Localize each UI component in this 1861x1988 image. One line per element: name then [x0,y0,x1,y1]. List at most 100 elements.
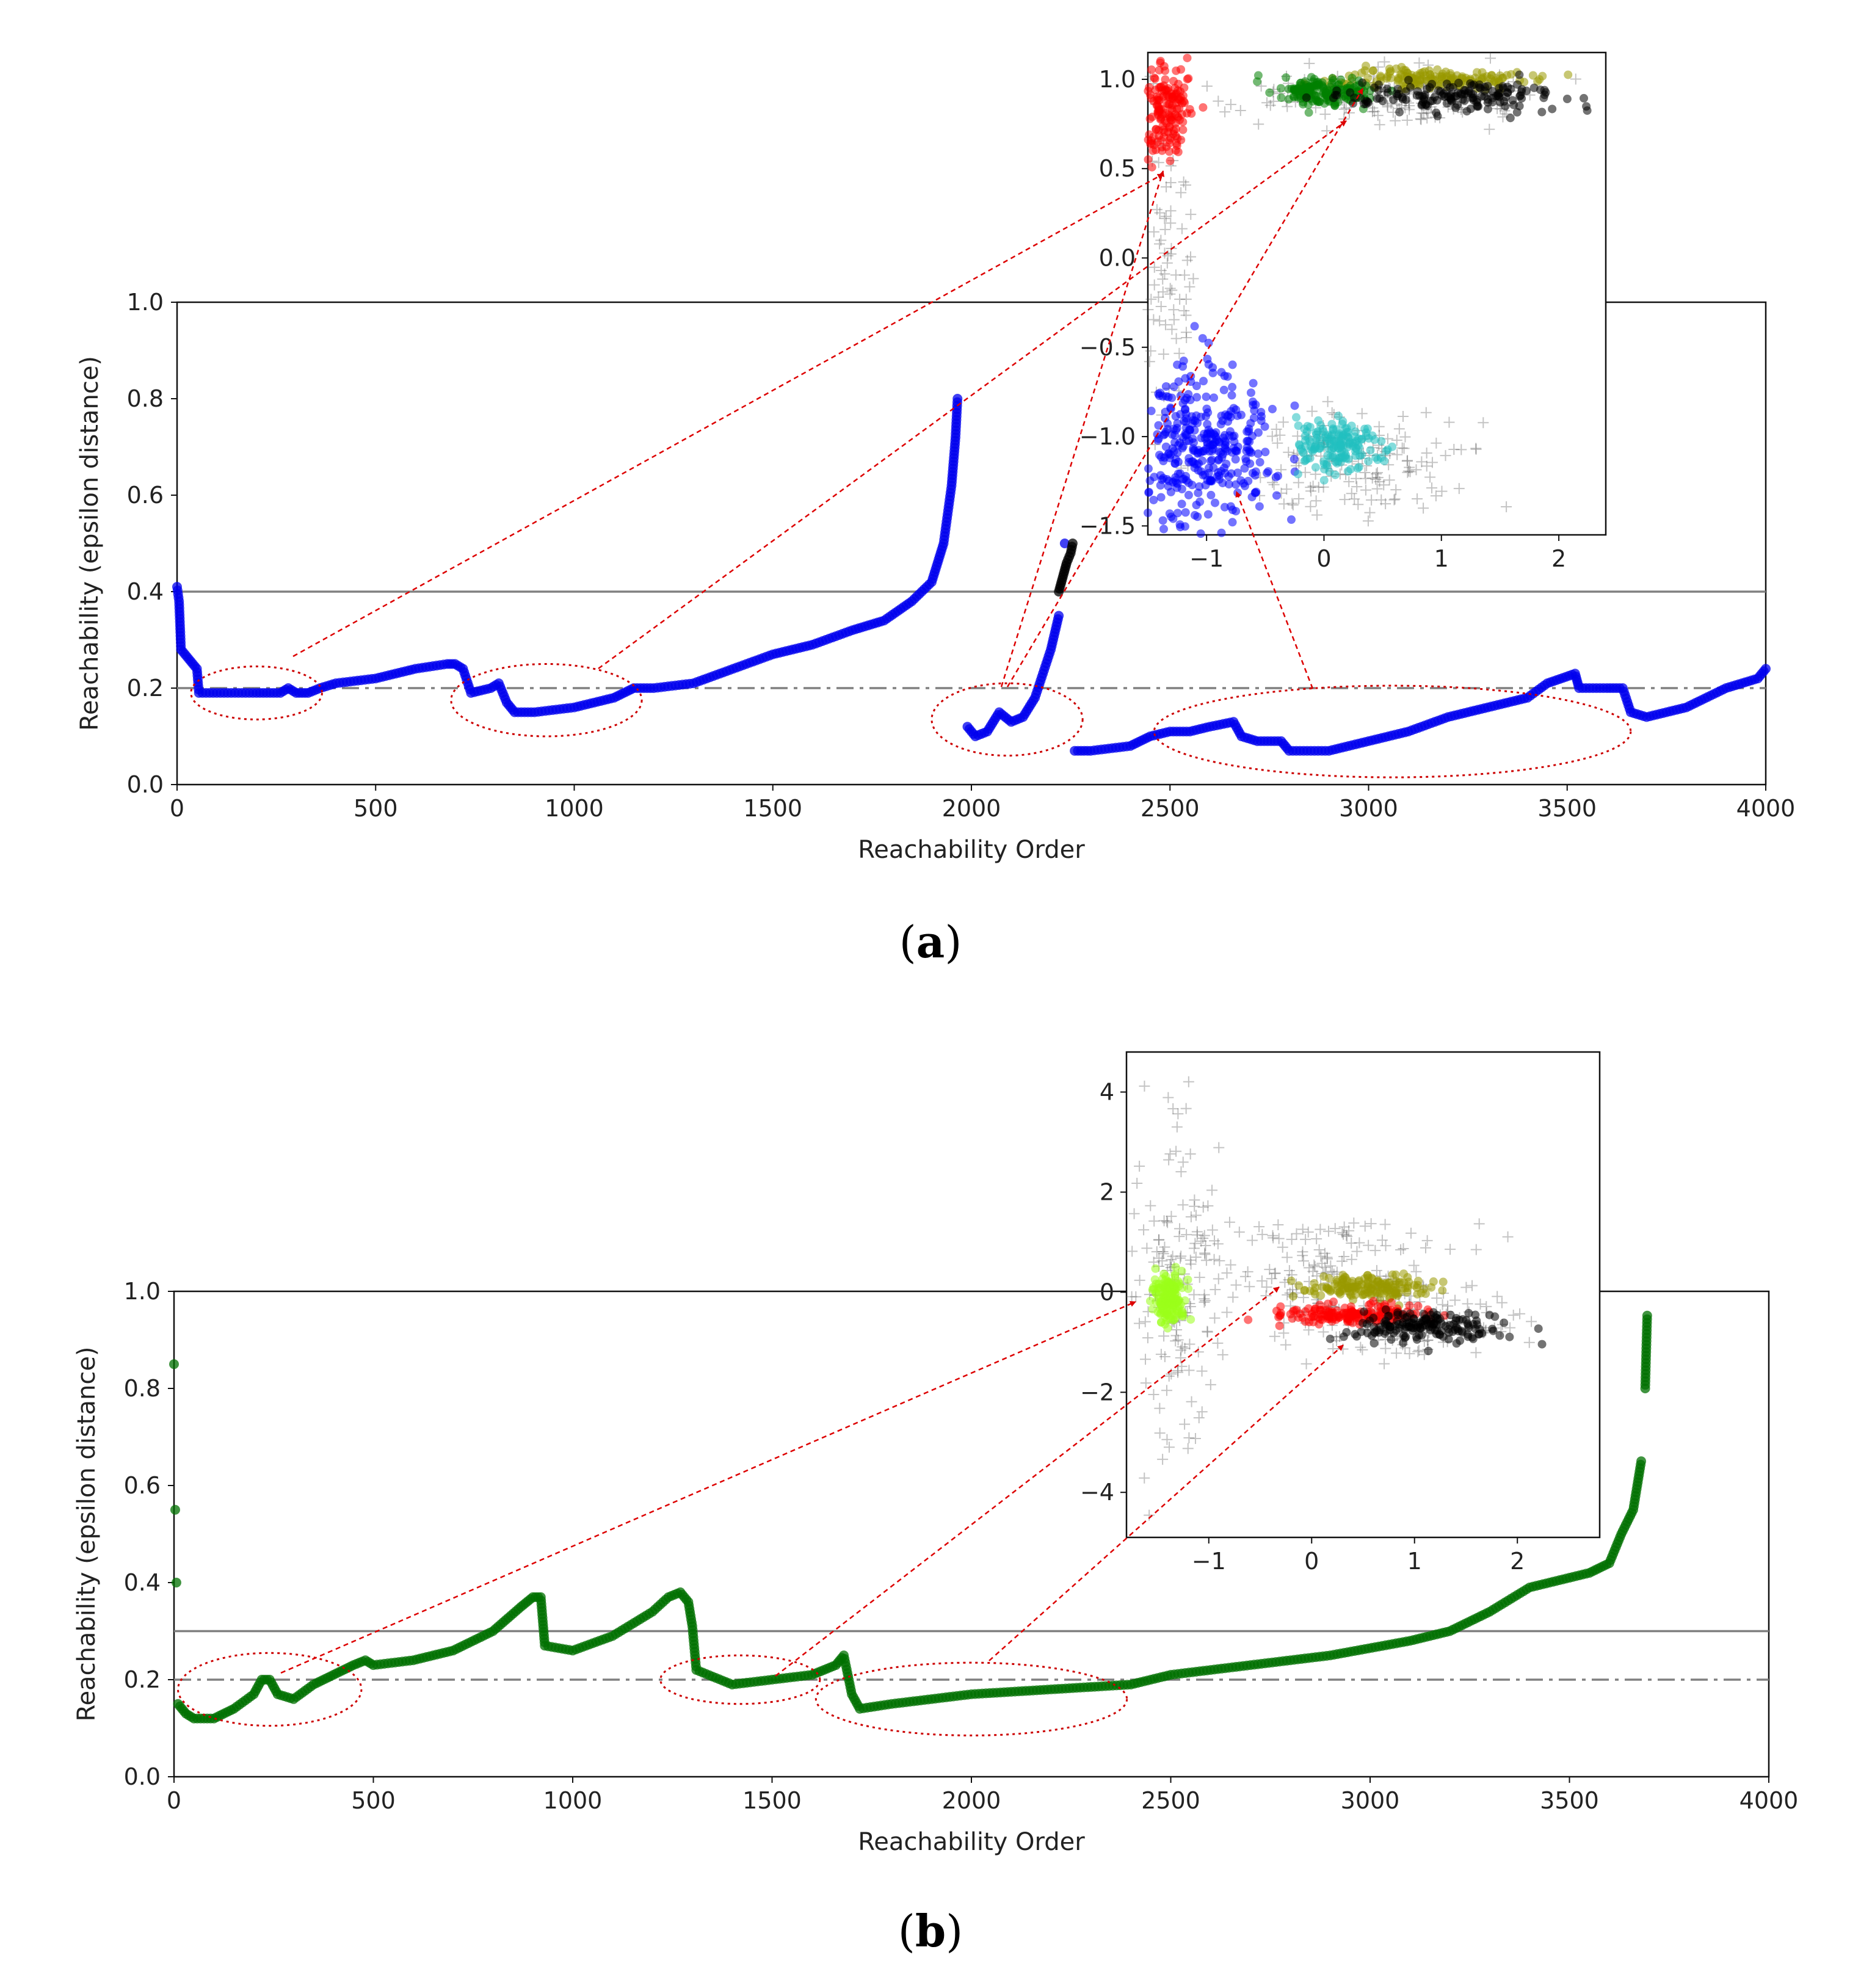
noise-point [1160,211,1172,222]
noise-point [1426,457,1438,468]
noise-point [1212,1337,1224,1349]
cluster-point [1177,499,1186,509]
cluster-point [1184,437,1194,446]
cluster-point [1255,502,1264,511]
cluster-point [1473,101,1482,110]
cluster-point [1174,79,1183,89]
noise-point [1199,1293,1210,1305]
noise-point [1321,1252,1333,1263]
cluster-point [1228,383,1237,392]
noise-point [1179,1343,1191,1354]
cluster-point [1195,497,1205,506]
noise-point [1197,1202,1209,1213]
noise-point [1185,1258,1197,1270]
cluster-point [1178,125,1188,134]
noise-point [1246,1235,1258,1246]
noise-point [1376,494,1387,506]
noise-point [1456,444,1467,455]
y-tick-label: 0.0 [124,1763,161,1790]
cluster-point [1445,1321,1454,1330]
noise-point [1326,1266,1338,1277]
cluster-point [1343,466,1352,476]
panel-b-label: (b) [898,1905,963,1957]
noise-point [1184,281,1195,292]
noise-point [1219,106,1231,118]
cluster-point [1184,425,1194,434]
noise-point [1194,1272,1205,1283]
noise-point [1373,421,1385,432]
cluster-point [1533,77,1542,86]
cluster-point [1202,392,1211,401]
cluster-point [1369,1339,1379,1348]
cluster-point [1174,1307,1183,1316]
noise-point [1260,1290,1272,1302]
noise-point [1380,498,1391,510]
noise-point [1315,1224,1326,1235]
noise-point [1408,1260,1420,1271]
noise-point [1278,498,1290,510]
cluster-point [1292,413,1301,422]
noise-point [1267,1230,1279,1241]
cluster-point [1260,422,1269,431]
cluster-point [1228,360,1237,369]
cluster-point [1503,71,1512,80]
noise-point [1410,464,1422,476]
cluster-point [1383,1284,1392,1293]
noise-point [1134,1274,1145,1286]
noise-point [1199,1296,1210,1308]
cluster-point [1246,388,1255,397]
cluster-point [1395,107,1404,117]
cluster-point [1144,508,1153,517]
cluster-point [1299,448,1308,457]
cluster-point [1385,1322,1395,1332]
noise-point [1155,234,1167,246]
cluster-point [1147,162,1156,172]
noise-point [1372,472,1384,484]
cluster-point [1210,393,1219,402]
x-tick-label: 2000 [942,1787,1001,1814]
inset-x-tick-label: 1 [1434,545,1449,572]
cluster-point [1155,65,1164,74]
noise-point [1159,1351,1170,1362]
noise-point [1163,1154,1175,1166]
noise-point [1151,204,1163,216]
noise-point [1168,314,1180,325]
cluster-point [1426,1326,1435,1335]
noise-point [1365,1218,1377,1230]
cluster-point [1165,100,1174,109]
cluster-point [1194,488,1203,498]
x-tick-label: 4000 [1739,1787,1799,1814]
noise-point [1283,1264,1295,1276]
cluster-point [1319,457,1329,466]
noise-point [1523,1337,1535,1348]
cluster-point [1464,1332,1473,1341]
noise-point [1225,1259,1236,1271]
noise-point [1462,1298,1473,1310]
cluster-point [1398,95,1407,104]
noise-point [1175,1166,1187,1178]
noise-point [1305,501,1316,512]
noise-point [1175,187,1187,198]
cluster-point [1172,104,1181,114]
cluster-ellipse [450,663,643,738]
cluster-point [1282,73,1291,82]
cluster-point [1152,125,1161,134]
cluster-point [1480,92,1489,101]
noise-point [1256,1275,1268,1286]
noise-point [1421,448,1432,459]
noise-point [1319,1261,1331,1273]
noise-point [1297,1250,1308,1261]
cluster-point [1166,487,1175,496]
noise-point [1308,1259,1320,1271]
cluster-point [1528,71,1537,80]
connector-arrow [989,1344,1344,1661]
cluster-point [1462,1316,1471,1325]
cluster-point [1582,102,1591,111]
noise-point [1155,265,1167,277]
noise-point [1398,1243,1409,1255]
cluster-point [1198,334,1207,343]
cluster-point [1232,507,1241,516]
noise-point [1235,105,1246,117]
noise-point [1176,223,1188,234]
